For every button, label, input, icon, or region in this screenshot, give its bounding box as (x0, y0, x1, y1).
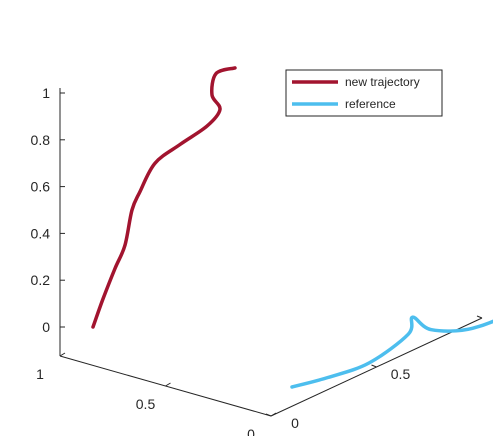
legend-box (285, 69, 443, 117)
z-tick-label: 0.8 (31, 132, 51, 148)
y-tick-label: 0 (247, 426, 255, 436)
y-tick-mark (270, 412, 277, 417)
y-tick-mark (59, 352, 66, 357)
x-tick-mark (371, 364, 377, 368)
y-axis-ticks: 00.51 (36, 352, 277, 436)
legend: new trajectory reference (285, 69, 443, 117)
legend-label: new trajectory (345, 75, 420, 89)
y-tick-mark (165, 382, 171, 387)
series-line-reference (290, 315, 493, 389)
x-tick-label: 0 (291, 415, 299, 431)
x-axis-ticks: 00.51 (265, 315, 483, 431)
z-tick-label: 0.6 (31, 179, 51, 195)
y-tick-label: 0.5 (136, 396, 156, 412)
y-tick-label: 1 (36, 366, 44, 382)
z-tick-label: 0.4 (31, 225, 51, 241)
z-tick-label: 0.2 (31, 272, 51, 288)
x-tick-mark (265, 413, 272, 417)
z-tick-label: 1 (42, 85, 50, 101)
legend-label: reference (345, 97, 396, 111)
series-layer (91, 66, 493, 389)
x-tick-label: 0.5 (391, 366, 411, 382)
z-tick-label: 0 (42, 319, 50, 335)
z-axis-ticks: 0 0.2 0.4 0.6 0.8 1 (31, 85, 65, 335)
legend-items: new trajectory reference (292, 75, 420, 111)
x-tick-mark (476, 315, 483, 319)
series-line-new-trajectory (91, 66, 237, 329)
